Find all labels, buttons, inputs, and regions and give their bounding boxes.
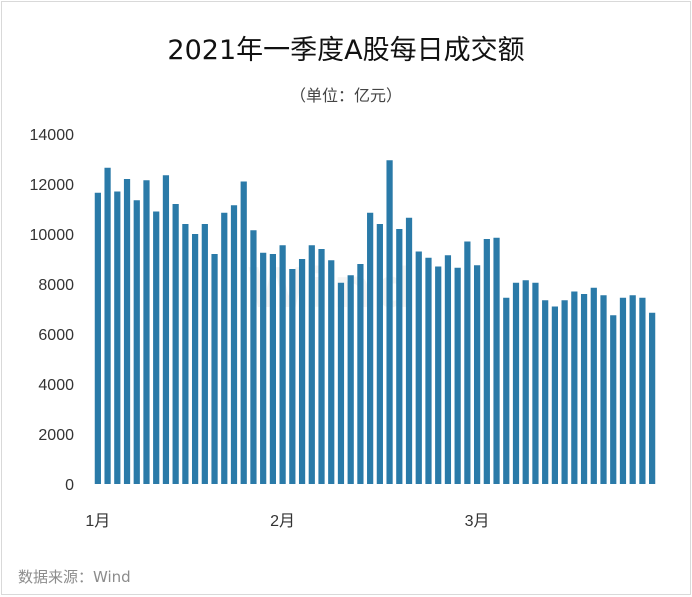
bar	[444, 255, 452, 484]
bar	[143, 180, 150, 484]
bar	[162, 175, 170, 484]
y-tick-label: 14000	[30, 127, 75, 144]
bar	[396, 229, 403, 484]
bar	[503, 297, 510, 484]
bar	[347, 275, 354, 484]
bar	[133, 200, 140, 484]
bar	[571, 291, 578, 484]
y-axis: 0 2000 4000 6000 8000 10000 12000 14000	[30, 127, 75, 494]
bar	[561, 300, 568, 484]
y-tick-label: 6000	[38, 327, 74, 344]
source-note: 数据来源：Wind	[18, 568, 131, 586]
x-tick-label: 1月	[85, 513, 110, 530]
x-axis: 1月 2月 3月	[85, 513, 489, 530]
bar	[473, 265, 481, 484]
bar	[104, 167, 111, 484]
y-tick-label: 8000	[38, 277, 74, 294]
bar	[172, 204, 179, 484]
bar	[580, 294, 588, 484]
bar-series	[94, 160, 656, 484]
bar	[425, 257, 432, 484]
bar	[318, 249, 325, 484]
bar	[250, 230, 257, 484]
bar	[221, 212, 228, 484]
bar	[182, 224, 189, 484]
bar	[600, 295, 607, 484]
bar	[590, 287, 597, 484]
bar	[94, 192, 101, 484]
bar	[532, 282, 539, 484]
bar	[454, 267, 461, 484]
bar	[308, 245, 315, 484]
bar	[337, 282, 345, 484]
bar	[522, 280, 529, 484]
bar	[619, 297, 627, 484]
bar	[298, 259, 306, 484]
bar	[289, 269, 296, 484]
chart-unit-subtitle: （单位：亿元）	[289, 86, 402, 105]
bar	[240, 181, 247, 484]
y-tick-label: 10000	[30, 227, 75, 244]
y-tick-label: 0	[65, 477, 74, 494]
bar	[483, 239, 490, 484]
bar	[269, 254, 276, 484]
bar	[649, 312, 656, 484]
bar	[386, 160, 393, 484]
y-tick-label: 12000	[30, 177, 75, 194]
x-tick-label: 3月	[465, 513, 490, 530]
bar	[123, 179, 131, 484]
bar	[551, 306, 558, 484]
bar	[230, 205, 238, 484]
bar	[153, 211, 160, 484]
bar	[512, 282, 520, 484]
bar	[493, 237, 500, 484]
bar	[367, 212, 374, 484]
bar	[260, 252, 267, 484]
bar	[639, 297, 646, 484]
bar	[191, 234, 199, 484]
bar	[279, 245, 286, 484]
bar	[415, 251, 422, 484]
x-tick-label: 2月	[270, 513, 295, 530]
bar	[328, 260, 335, 484]
bar	[201, 224, 208, 484]
bar	[435, 266, 442, 484]
bar	[610, 315, 617, 484]
y-tick-label: 2000	[38, 427, 74, 444]
bar	[357, 264, 364, 484]
bar	[405, 217, 413, 484]
y-tick-label: 4000	[38, 377, 74, 394]
bar	[464, 241, 471, 484]
bar	[542, 300, 549, 484]
bar	[211, 254, 218, 484]
bar	[629, 295, 636, 484]
chart-title: 2021年一季度A股每日成交额	[167, 35, 525, 66]
bar	[114, 191, 121, 484]
bar	[376, 224, 383, 484]
